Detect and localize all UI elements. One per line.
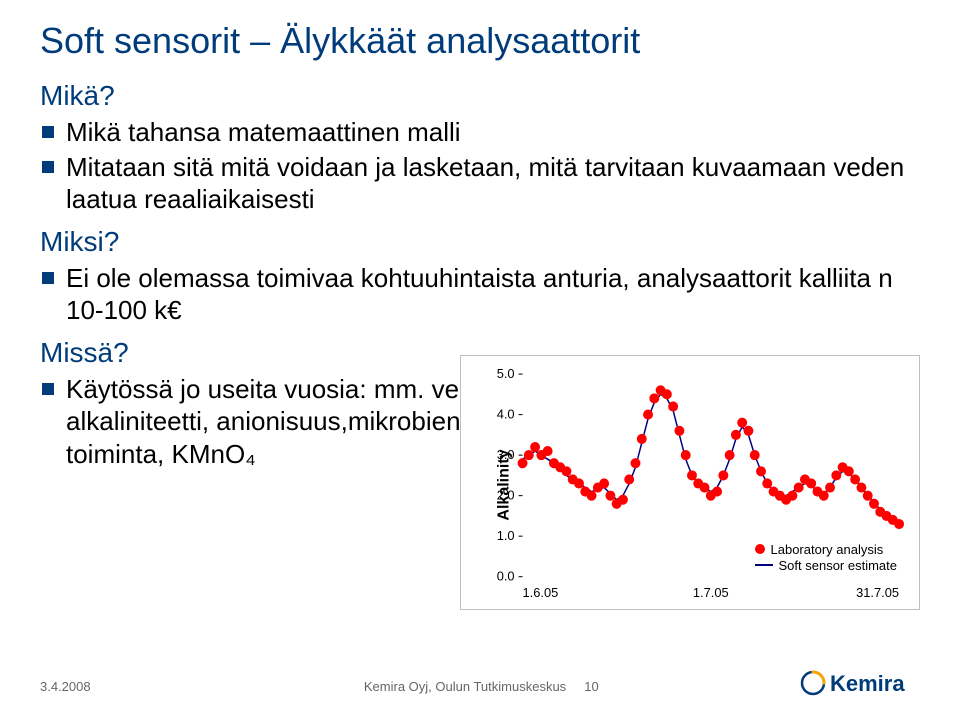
legend-item: Soft sensor estimate (755, 557, 898, 573)
section-miksi: Miksi? Ei ole olemassa toimivaa kohtuuhi… (40, 226, 920, 327)
heading-missa: Missä? (40, 337, 520, 369)
svg-text:4.0: 4.0 (497, 407, 515, 422)
section-mika: Mikä? Mikä tahansa matemaattinen malli M… (40, 80, 920, 216)
footer-pagenum: 10 (584, 679, 598, 694)
page-title: Soft sensorit – Älykkäät analysaattorit (40, 20, 920, 62)
chart-ylabel: Alkalinity (496, 449, 514, 520)
heading-miksi: Miksi? (40, 226, 920, 258)
bullets-missa: Käytössä jo useita vuosia: mm. veden alk… (40, 373, 520, 471)
bullet-item: Ei ole olemassa toimivaa kohtuuhintaista… (40, 262, 920, 327)
legend-dot-icon (755, 544, 765, 554)
alkalinity-chart: Alkalinity 0.01.02.03.04.05.01.6.051.7.0… (460, 355, 920, 610)
footer-center: Kemira Oyj, Oulun Tutkimuskeskus 10 (91, 679, 920, 694)
bullets-miksi: Ei ole olemassa toimivaa kohtuuhintaista… (40, 262, 920, 327)
svg-text:5.0: 5.0 (497, 368, 515, 381)
svg-text:1.6.05: 1.6.05 (523, 585, 559, 600)
legend-label: Laboratory analysis (771, 542, 884, 557)
svg-text:1.7.05: 1.7.05 (693, 585, 729, 600)
svg-text:31.7.05: 31.7.05 (856, 585, 899, 600)
bullet-item: Mitataan sitä mitä voidaan ja lasketaan,… (40, 151, 920, 216)
kemira-logo: Kemira (800, 666, 920, 700)
legend-item: Laboratory analysis (755, 541, 898, 557)
svg-text:0.0: 0.0 (497, 569, 515, 584)
footer-center-text: Kemira Oyj, Oulun Tutkimuskeskus (364, 679, 566, 694)
chart-legend: Laboratory analysisSoft sensor estimate (755, 541, 898, 573)
legend-label: Soft sensor estimate (779, 558, 898, 573)
footer-date: 3.4.2008 (40, 679, 91, 694)
bullet-item: Käytössä jo useita vuosia: mm. veden alk… (40, 373, 520, 471)
legend-line-icon (755, 564, 773, 566)
bullet-item: Mikä tahansa matemaattinen malli (40, 116, 920, 149)
logo-text: Kemira (830, 671, 905, 696)
svg-text:1.0: 1.0 (497, 528, 515, 543)
section-missa: Missä? Käytössä jo useita vuosia: mm. ve… (40, 337, 520, 471)
bullets-mika: Mikä tahansa matemaattinen malli Mitataa… (40, 116, 920, 216)
heading-mika: Mikä? (40, 80, 920, 112)
